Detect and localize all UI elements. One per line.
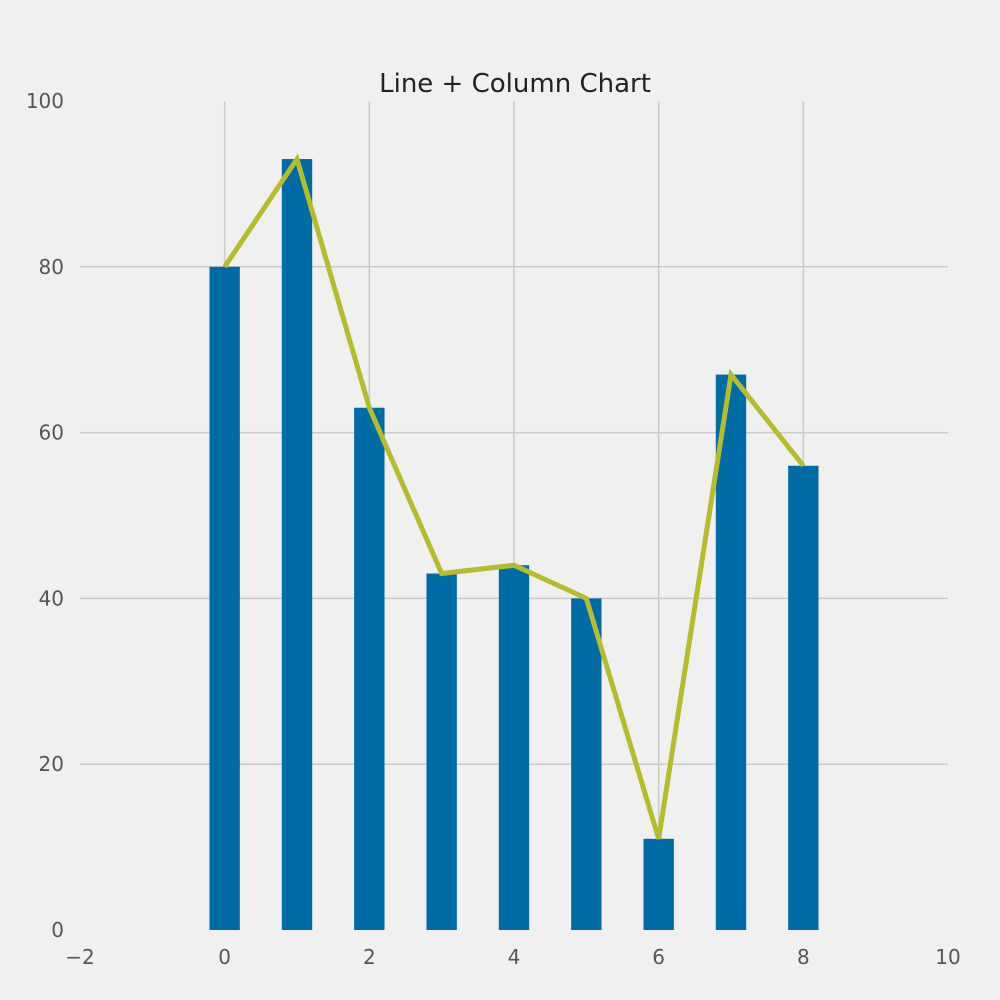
x-axis-ticks: −2 0 2 4 6 8 10 — [65, 945, 960, 969]
y-tick-label: 0 — [51, 918, 64, 942]
bar — [571, 598, 602, 930]
series-line — [222, 153, 806, 840]
bar — [426, 573, 457, 930]
bar-series — [209, 159, 819, 931]
x-tick-label: 0 — [218, 945, 231, 969]
y-tick-label: 60 — [39, 421, 64, 445]
y-tick-label: 80 — [39, 255, 64, 279]
x-tick-label: −2 — [65, 945, 94, 969]
line-series — [222, 153, 806, 840]
x-tick-label: 4 — [508, 945, 521, 969]
x-tick-label: 2 — [363, 945, 376, 969]
chart-title: Line + Column Chart — [379, 69, 651, 99]
bar — [643, 838, 674, 930]
bar — [354, 407, 385, 931]
bar — [498, 565, 530, 930]
x-tick-label: 8 — [797, 945, 810, 969]
bar — [715, 374, 747, 930]
y-tick-label: 40 — [39, 586, 64, 610]
bar — [209, 266, 240, 930]
x-tick-label: 6 — [652, 945, 665, 969]
y-tick-label: 100 — [26, 89, 64, 113]
y-axis-ticks: 0 20 40 60 80 100 — [26, 89, 64, 942]
bar — [788, 465, 819, 930]
x-tick-label: 10 — [935, 945, 960, 969]
bar — [281, 159, 313, 930]
y-tick-label: 20 — [39, 752, 64, 776]
